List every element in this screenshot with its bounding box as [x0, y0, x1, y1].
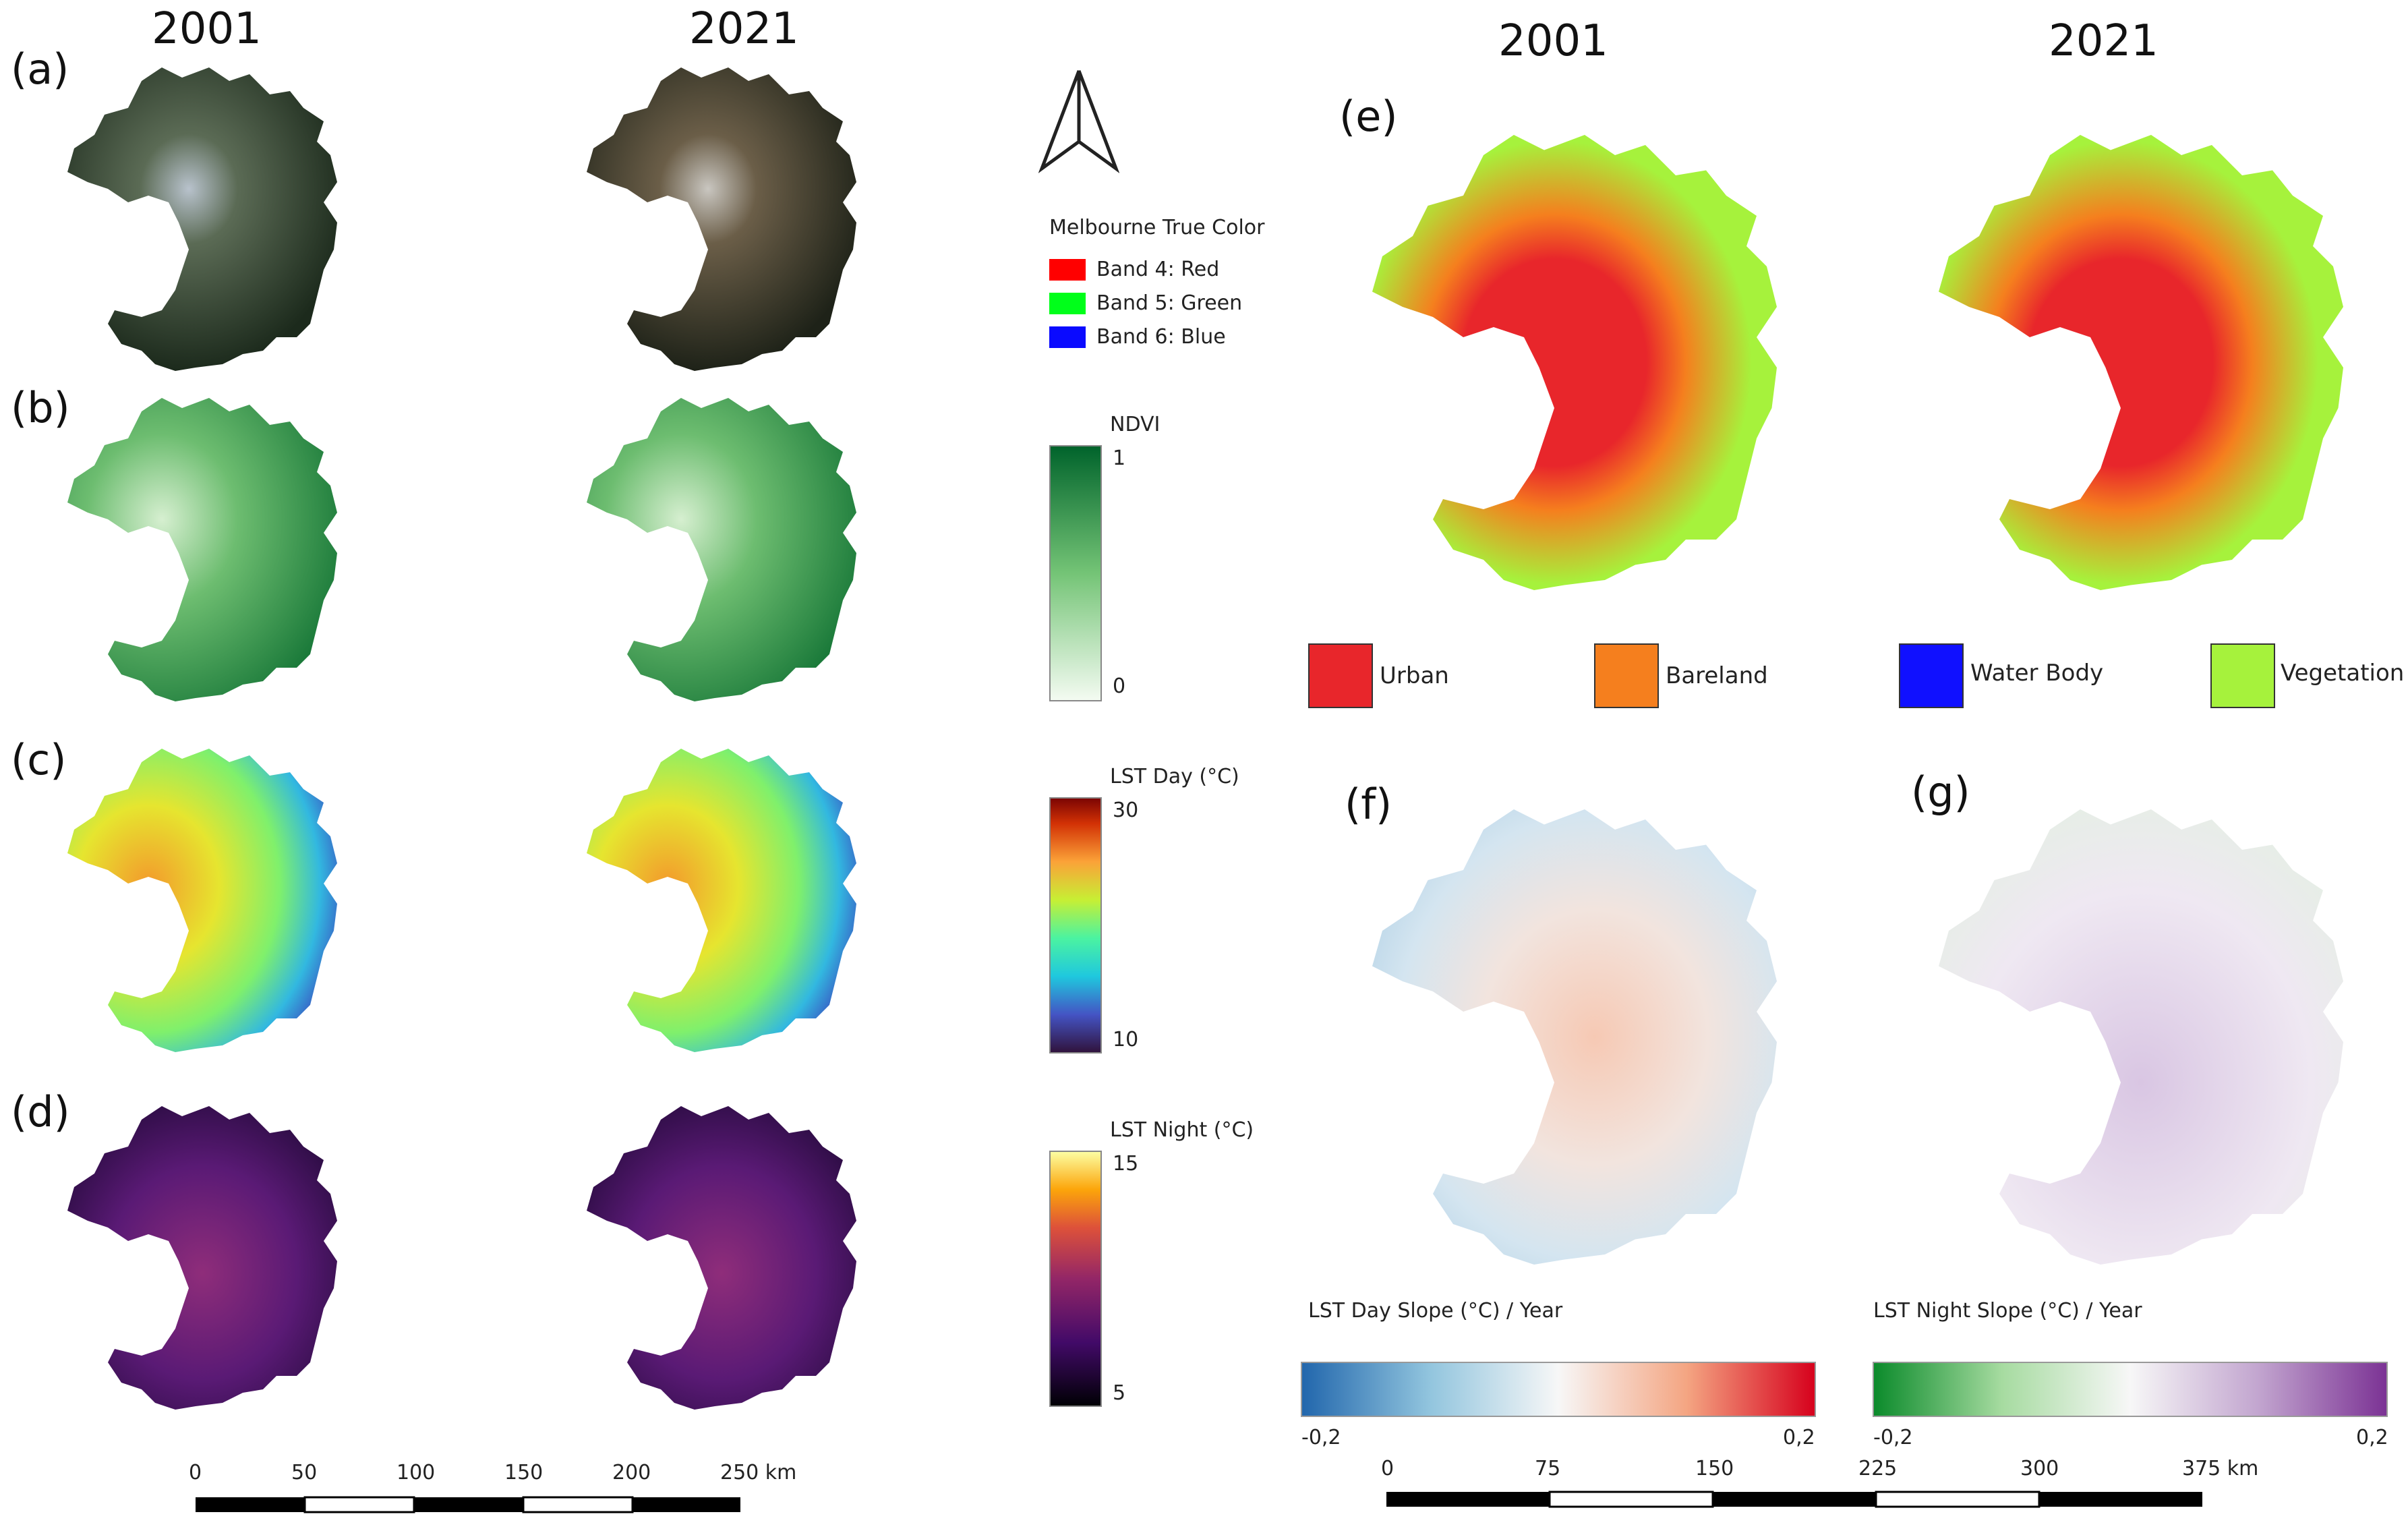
lst-night-map-2021	[587, 1106, 856, 1410]
urban-label: Urban	[1380, 662, 1449, 689]
left-year-2001: 2001	[152, 4, 262, 54]
lst-day-min-label: 10	[1113, 1028, 1139, 1051]
panel-label-f: (f)	[1345, 780, 1392, 829]
left-scale-tick-0: 0	[189, 1461, 202, 1484]
land-cover-map-2021	[1939, 135, 2343, 590]
right-scale-tick-300: 300	[2020, 1457, 2059, 1480]
lst-night-max-label: 15	[1113, 1152, 1139, 1176]
panel-label-g: (g)	[1911, 768, 1970, 817]
lst-day-map-2021	[587, 749, 856, 1052]
ndvi-map-2021	[587, 398, 856, 701]
panel-label-a: (a)	[11, 45, 69, 94]
bareland-swatch	[1594, 643, 1659, 708]
bareland-label: Bareland	[1666, 662, 1768, 689]
panel-label-b: (b)	[11, 383, 70, 432]
lst-day-slope-min: -0,2	[1301, 1426, 1341, 1449]
left-year-2021: 2021	[689, 4, 799, 54]
band4-label: Band 4: Red	[1096, 258, 1220, 281]
lst-night-slope-title: LST Night Slope (°C) / Year	[1873, 1299, 2142, 1323]
lst-day-map-2001	[67, 749, 337, 1052]
lst-day-slope-max: 0,2	[1783, 1426, 1815, 1449]
left-scale-bar	[196, 1496, 740, 1513]
lst-night-slope-colorbar	[1873, 1362, 2388, 1417]
right-scale-tick-375: 375 km	[2182, 1457, 2259, 1480]
left-scale-tick-200: 200	[612, 1461, 651, 1484]
lst-day-slope-title: LST Day Slope (°C) / Year	[1308, 1299, 1563, 1323]
left-scale-tick-250: 250 km	[720, 1461, 797, 1484]
right-year-2001: 2001	[1498, 16, 1608, 66]
band6-swatch	[1049, 326, 1086, 348]
ndvi-legend-title: NDVI	[1110, 413, 1161, 436]
vegetation-swatch	[2210, 643, 2275, 708]
lst-day-legend-title: LST Day (°C)	[1110, 765, 1239, 788]
ndvi-map-2001	[67, 398, 337, 701]
vegetation-label: Vegetation	[2281, 660, 2405, 687]
true-color-map-2021	[587, 67, 856, 371]
lst-night-slope-max: 0,2	[2356, 1426, 2388, 1449]
urban-swatch	[1308, 643, 1373, 708]
left-scale-tick-100: 100	[397, 1461, 436, 1484]
water-body-swatch	[1899, 643, 1964, 708]
band4-swatch	[1049, 259, 1086, 281]
lst-night-legend-title: LST Night (°C)	[1110, 1118, 1254, 1142]
lst-night-slope-min: -0,2	[1873, 1426, 1913, 1449]
true-color-map-2001	[67, 67, 337, 371]
north-arrow-icon	[1038, 70, 1119, 173]
left-scale-tick-50: 50	[291, 1461, 318, 1484]
right-scale-tick-150: 150	[1695, 1457, 1734, 1480]
right-scale-bar	[1386, 1491, 2202, 1508]
ndvi-max-label: 1	[1113, 446, 1126, 470]
lst-night-slope-map	[1939, 809, 2343, 1265]
band6-label: Band 6: Blue	[1096, 325, 1226, 349]
left-scale-tick-150: 150	[504, 1461, 544, 1484]
lst-night-min-label: 5	[1113, 1381, 1126, 1405]
lst-night-colorbar	[1049, 1151, 1102, 1407]
panel-label-d: (d)	[11, 1087, 70, 1136]
lst-day-max-label: 30	[1113, 799, 1139, 822]
lst-day-slope-colorbar	[1301, 1362, 1816, 1417]
water-body-label: Water Body	[1970, 660, 2104, 687]
right-scale-tick-0: 0	[1381, 1457, 1394, 1480]
right-year-2021: 2021	[2049, 16, 2159, 66]
true-color-legend-title: Melbourne True Color	[1049, 216, 1265, 239]
band5-swatch	[1049, 293, 1086, 314]
band5-label: Band 5: Green	[1096, 291, 1243, 315]
ndvi-min-label: 0	[1113, 674, 1126, 698]
right-scale-tick-225: 225	[1858, 1457, 1898, 1480]
right-scale-tick-75: 75	[1535, 1457, 1561, 1480]
panel-label-c: (c)	[11, 735, 67, 784]
ndvi-colorbar	[1049, 445, 1102, 701]
lst-day-colorbar	[1049, 797, 1102, 1053]
land-cover-map-2001	[1372, 135, 1777, 590]
panel-label-e: (e)	[1339, 92, 1398, 141]
lst-day-slope-map	[1372, 809, 1777, 1265]
lst-night-map-2001	[67, 1106, 337, 1410]
